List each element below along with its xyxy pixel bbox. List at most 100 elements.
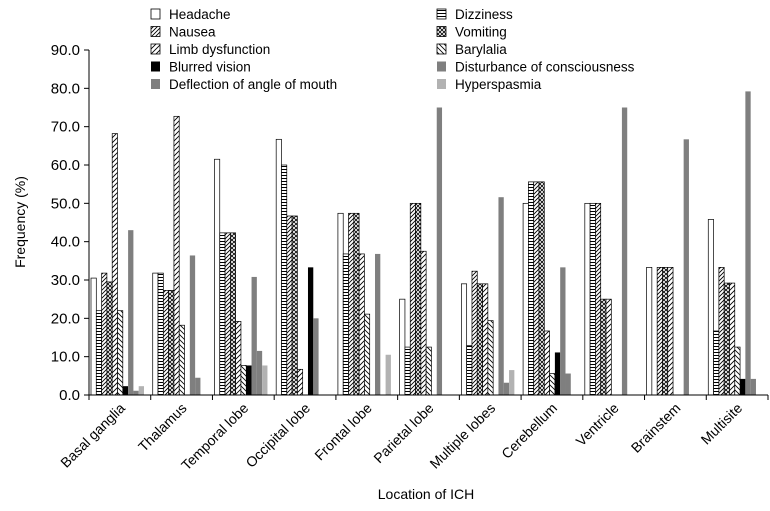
legend-swatch: [150, 43, 161, 55]
bar-blurred-vision-7: [554, 352, 561, 395]
y-tick-label: 70.0: [51, 119, 80, 136]
legend-swatch: [436, 26, 447, 37]
bar-headache-0: [90, 277, 97, 396]
bar-vomiting-4: [353, 212, 360, 396]
bar-limb-dysfunction-1: [173, 115, 180, 396]
x-tick-label: Parietal lobe: [370, 400, 436, 466]
bar-nausea-9: [656, 267, 663, 396]
bar-dizziness-5: [404, 346, 411, 396]
bar-vomiting-3: [291, 215, 298, 396]
bar-vomiting-9: [662, 267, 669, 396]
bars: [90, 91, 756, 396]
bar-limb-dysfunction-3: [297, 368, 304, 396]
bar-barylalia-7: [549, 373, 556, 396]
bar-nausea-10: [718, 267, 725, 396]
bar-limb-dysfunction-6: [482, 283, 489, 396]
legend-swatch: [436, 8, 447, 20]
bar-dizziness-0: [95, 310, 102, 396]
legend-swatch: [437, 79, 446, 89]
bar-dizziness-7: [528, 181, 535, 396]
legend-swatch: [151, 61, 160, 72]
legend-label: Vomiting: [455, 25, 507, 40]
bar-headache-10: [707, 219, 714, 396]
bar-barylalia-10: [734, 346, 741, 396]
bar-deflection-of-angle-of-mouth-6: [503, 382, 510, 395]
bar-limb-dysfunction-9: [667, 267, 674, 396]
legend-label: Limb dysfunction: [169, 42, 270, 57]
bar-dizziness-10: [713, 330, 720, 396]
bar-nausea-0: [101, 272, 108, 396]
bar-disturbance-of-consciousness-9: [683, 139, 689, 395]
bar-dizziness-4: [342, 253, 349, 396]
bar-barylalia-4: [364, 313, 371, 396]
bar-limb-dysfunction-10: [729, 282, 736, 396]
y-tick-label: 90.0: [51, 42, 80, 59]
legend-label: Dizziness: [455, 7, 513, 22]
legend-label: Blurred vision: [169, 60, 251, 75]
y-tick-label: 0.0: [59, 387, 80, 404]
bar-limb-dysfunction-4: [358, 253, 365, 396]
x-tick-label: Multiple lobes: [426, 400, 498, 472]
bar-vomiting-0: [106, 281, 113, 396]
bar-dizziness-3: [281, 164, 288, 396]
bar-disturbance-of-consciousness-0: [128, 230, 134, 395]
bar-hyperspasmia-2: [262, 365, 268, 395]
bar-headache-7: [522, 202, 529, 396]
legend: Headache Dizziness Nausea Vomiting Limb dysf…: [150, 7, 635, 92]
bar-nausea-4: [348, 212, 355, 396]
legend-swatch: [150, 8, 161, 20]
legend-label: Barylalia: [455, 42, 507, 57]
bar-limb-dysfunction-5: [420, 250, 427, 396]
bar-dizziness-8: [589, 202, 596, 396]
bar-dizziness-2: [219, 232, 226, 396]
bar-vomiting-8: [600, 298, 607, 396]
y-tick-label: 10.0: [51, 349, 80, 366]
bar-blurred-vision-10: [740, 378, 746, 395]
x-tick-label: Brainstem: [628, 400, 684, 456]
bar-headache-4: [337, 212, 344, 396]
bar-hyperspasmia-0: [138, 386, 144, 395]
bar-headache-3: [275, 138, 282, 396]
bar-vomiting-6: [476, 283, 483, 396]
y-ticks: 0.0 10.0 20.0 30.0 40.0 50.0 60.0 70.0 80.0 90.0: [51, 42, 89, 404]
bar-hyperspasmia-4: [385, 354, 391, 395]
legend-label: Hyperspasmia: [455, 77, 542, 92]
bar-limb-dysfunction-2: [235, 321, 242, 396]
bar-vomiting-5: [415, 202, 422, 396]
x-tick-label: Ventricle: [573, 400, 622, 449]
bar-limb-dysfunction-0: [111, 133, 118, 396]
bar-disturbance-of-consciousness-8: [621, 107, 628, 395]
bar-disturbance-of-consciousness-1: [189, 255, 196, 395]
bar-nausea-5: [409, 202, 416, 396]
bar-limb-dysfunction-7: [543, 330, 550, 396]
y-tick-label: 30.0: [51, 272, 80, 289]
y-tick-label: 60.0: [51, 157, 80, 174]
x-tick-label: Thalamus: [135, 400, 190, 455]
bar-disturbance-of-consciousness-7: [560, 267, 566, 395]
bar-nausea-7: [533, 181, 540, 396]
bar-dizziness-1: [157, 272, 164, 396]
x-tick-label: Occipital lobe: [242, 400, 313, 471]
bar-headache-9: [646, 267, 653, 396]
bar-nausea-8: [595, 202, 602, 396]
bar-disturbance-of-consciousness-6: [498, 197, 504, 395]
y-tick-label: 40.0: [51, 234, 80, 251]
bar-blurred-vision-0: [122, 386, 129, 395]
bar-blurred-vision-2: [246, 365, 252, 395]
bar-deflection-of-angle-of-mouth-7: [565, 373, 571, 395]
bar-deflection-of-angle-of-mouth-1: [195, 377, 201, 395]
bar-vomiting-2: [230, 232, 237, 396]
bar-nausea-6: [471, 270, 478, 396]
bar-headache-6: [461, 283, 468, 396]
bar-barylalia-1: [178, 324, 185, 396]
bar-deflection-of-angle-of-mouth-2: [256, 350, 263, 395]
x-tick-label: Cerebellum: [498, 400, 560, 462]
bar-vomiting-10: [723, 282, 730, 396]
y-axis-title: Frequency (%): [12, 176, 28, 268]
x-tick-label: Multisite: [698, 400, 746, 448]
x-tick-label: Frontal lobe: [311, 400, 375, 464]
bar-disturbance-of-consciousness-3: [313, 318, 319, 395]
legend-swatch: [436, 43, 447, 55]
